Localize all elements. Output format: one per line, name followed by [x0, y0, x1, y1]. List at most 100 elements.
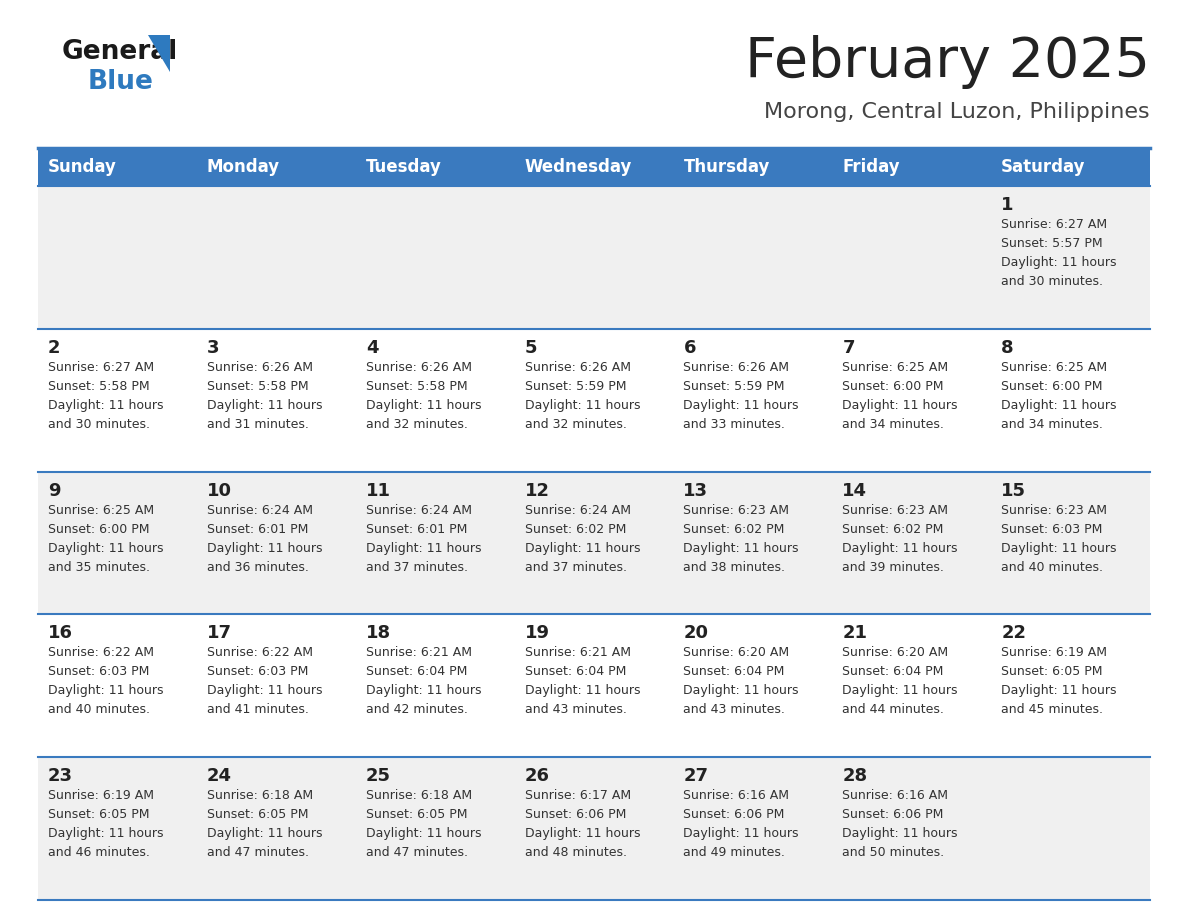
Bar — [38, 757, 1150, 900]
Text: Daylight: 11 hours: Daylight: 11 hours — [48, 827, 164, 840]
Bar — [38, 329, 1150, 472]
Text: 8: 8 — [1001, 339, 1013, 357]
Text: 12: 12 — [525, 482, 550, 499]
Text: and 46 minutes.: and 46 minutes. — [48, 846, 150, 859]
Text: Sunrise: 6:21 AM: Sunrise: 6:21 AM — [525, 646, 631, 659]
Text: Daylight: 11 hours: Daylight: 11 hours — [842, 827, 958, 840]
Text: Sunrise: 6:16 AM: Sunrise: 6:16 AM — [842, 789, 948, 802]
Text: Sunset: 5:59 PM: Sunset: 5:59 PM — [683, 380, 785, 393]
Text: 20: 20 — [683, 624, 708, 643]
Text: Daylight: 11 hours: Daylight: 11 hours — [683, 827, 798, 840]
Text: 14: 14 — [842, 482, 867, 499]
Text: February 2025: February 2025 — [745, 35, 1150, 89]
Text: Daylight: 11 hours: Daylight: 11 hours — [48, 685, 164, 698]
Text: Sunrise: 6:26 AM: Sunrise: 6:26 AM — [683, 361, 790, 374]
Text: and 33 minutes.: and 33 minutes. — [683, 418, 785, 431]
Text: and 37 minutes.: and 37 minutes. — [525, 561, 626, 574]
Text: Sunset: 6:02 PM: Sunset: 6:02 PM — [842, 522, 943, 535]
Text: Sunrise: 6:23 AM: Sunrise: 6:23 AM — [683, 504, 790, 517]
Text: Tuesday: Tuesday — [366, 158, 442, 176]
Text: Sunrise: 6:21 AM: Sunrise: 6:21 AM — [366, 646, 472, 659]
Text: Sunrise: 6:26 AM: Sunrise: 6:26 AM — [366, 361, 472, 374]
Text: Sunrise: 6:26 AM: Sunrise: 6:26 AM — [525, 361, 631, 374]
Text: and 48 minutes.: and 48 minutes. — [525, 846, 626, 859]
Text: Daylight: 11 hours: Daylight: 11 hours — [1001, 256, 1117, 269]
Text: Sunset: 5:58 PM: Sunset: 5:58 PM — [207, 380, 309, 393]
Text: Wednesday: Wednesday — [525, 158, 632, 176]
Text: General: General — [62, 39, 178, 65]
Text: and 47 minutes.: and 47 minutes. — [366, 846, 468, 859]
Text: and 42 minutes.: and 42 minutes. — [366, 703, 468, 716]
Text: 10: 10 — [207, 482, 232, 499]
Polygon shape — [148, 35, 170, 72]
Text: 16: 16 — [48, 624, 72, 643]
Text: Sunset: 6:06 PM: Sunset: 6:06 PM — [683, 808, 785, 822]
Text: Sunday: Sunday — [48, 158, 116, 176]
Text: 27: 27 — [683, 767, 708, 785]
Text: Daylight: 11 hours: Daylight: 11 hours — [366, 827, 481, 840]
Text: Sunrise: 6:18 AM: Sunrise: 6:18 AM — [366, 789, 472, 802]
Text: Sunset: 6:00 PM: Sunset: 6:00 PM — [48, 522, 150, 535]
Text: Sunset: 5:57 PM: Sunset: 5:57 PM — [1001, 237, 1102, 250]
Text: Sunset: 6:04 PM: Sunset: 6:04 PM — [683, 666, 785, 678]
Text: Sunrise: 6:22 AM: Sunrise: 6:22 AM — [48, 646, 154, 659]
Text: Thursday: Thursday — [683, 158, 770, 176]
Text: Daylight: 11 hours: Daylight: 11 hours — [207, 398, 322, 412]
Text: 3: 3 — [207, 339, 220, 357]
Text: Sunrise: 6:19 AM: Sunrise: 6:19 AM — [48, 789, 154, 802]
Text: Daylight: 11 hours: Daylight: 11 hours — [842, 398, 958, 412]
Text: Daylight: 11 hours: Daylight: 11 hours — [683, 542, 798, 554]
Text: Sunrise: 6:27 AM: Sunrise: 6:27 AM — [48, 361, 154, 374]
Text: Daylight: 11 hours: Daylight: 11 hours — [683, 398, 798, 412]
Text: 9: 9 — [48, 482, 61, 499]
Text: 6: 6 — [683, 339, 696, 357]
Text: Sunset: 6:03 PM: Sunset: 6:03 PM — [1001, 522, 1102, 535]
Bar — [38, 148, 1150, 186]
Text: Daylight: 11 hours: Daylight: 11 hours — [842, 685, 958, 698]
Text: and 43 minutes.: and 43 minutes. — [683, 703, 785, 716]
Text: Sunset: 6:06 PM: Sunset: 6:06 PM — [525, 808, 626, 822]
Text: Sunrise: 6:25 AM: Sunrise: 6:25 AM — [842, 361, 948, 374]
Text: Blue: Blue — [88, 69, 154, 95]
Text: Daylight: 11 hours: Daylight: 11 hours — [1001, 685, 1117, 698]
Text: Sunrise: 6:26 AM: Sunrise: 6:26 AM — [207, 361, 312, 374]
Text: Sunrise: 6:19 AM: Sunrise: 6:19 AM — [1001, 646, 1107, 659]
Text: Sunset: 6:01 PM: Sunset: 6:01 PM — [207, 522, 308, 535]
Text: and 34 minutes.: and 34 minutes. — [1001, 418, 1102, 431]
Text: Monday: Monday — [207, 158, 280, 176]
Text: Daylight: 11 hours: Daylight: 11 hours — [207, 685, 322, 698]
Text: 15: 15 — [1001, 482, 1026, 499]
Text: and 43 minutes.: and 43 minutes. — [525, 703, 626, 716]
Text: Daylight: 11 hours: Daylight: 11 hours — [48, 398, 164, 412]
Text: and 34 minutes.: and 34 minutes. — [842, 418, 944, 431]
Text: 2: 2 — [48, 339, 61, 357]
Text: 25: 25 — [366, 767, 391, 785]
Text: Friday: Friday — [842, 158, 901, 176]
Text: Daylight: 11 hours: Daylight: 11 hours — [842, 542, 958, 554]
Text: Sunset: 5:59 PM: Sunset: 5:59 PM — [525, 380, 626, 393]
Text: Sunset: 6:02 PM: Sunset: 6:02 PM — [683, 522, 785, 535]
Text: Sunset: 6:05 PM: Sunset: 6:05 PM — [48, 808, 150, 822]
Text: Daylight: 11 hours: Daylight: 11 hours — [366, 542, 481, 554]
Text: 7: 7 — [842, 339, 855, 357]
Text: Daylight: 11 hours: Daylight: 11 hours — [207, 827, 322, 840]
Text: and 32 minutes.: and 32 minutes. — [366, 418, 468, 431]
Text: and 36 minutes.: and 36 minutes. — [207, 561, 309, 574]
Text: Daylight: 11 hours: Daylight: 11 hours — [366, 398, 481, 412]
Text: Sunrise: 6:22 AM: Sunrise: 6:22 AM — [207, 646, 312, 659]
Text: and 32 minutes.: and 32 minutes. — [525, 418, 626, 431]
Text: Sunrise: 6:25 AM: Sunrise: 6:25 AM — [48, 504, 154, 517]
Text: Sunset: 6:00 PM: Sunset: 6:00 PM — [1001, 380, 1102, 393]
Text: and 47 minutes.: and 47 minutes. — [207, 846, 309, 859]
Text: Sunrise: 6:25 AM: Sunrise: 6:25 AM — [1001, 361, 1107, 374]
Text: 11: 11 — [366, 482, 391, 499]
Text: Sunrise: 6:24 AM: Sunrise: 6:24 AM — [525, 504, 631, 517]
Text: Sunset: 6:04 PM: Sunset: 6:04 PM — [842, 666, 943, 678]
Text: and 40 minutes.: and 40 minutes. — [48, 703, 150, 716]
Text: Sunrise: 6:23 AM: Sunrise: 6:23 AM — [842, 504, 948, 517]
Text: Daylight: 11 hours: Daylight: 11 hours — [525, 827, 640, 840]
Text: Daylight: 11 hours: Daylight: 11 hours — [207, 542, 322, 554]
Text: Sunrise: 6:27 AM: Sunrise: 6:27 AM — [1001, 218, 1107, 231]
Text: Sunrise: 6:16 AM: Sunrise: 6:16 AM — [683, 789, 790, 802]
Text: Sunset: 6:04 PM: Sunset: 6:04 PM — [366, 666, 467, 678]
